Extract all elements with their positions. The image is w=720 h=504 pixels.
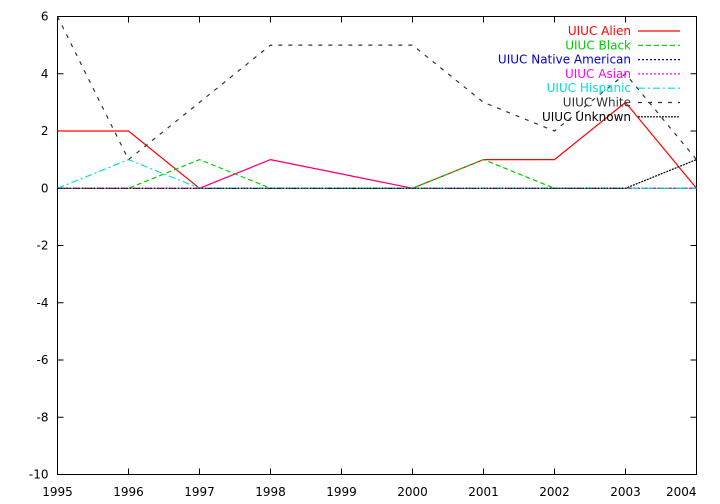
- legend-label-uiuc-hispanic: UIUC Hispanic: [547, 81, 631, 95]
- x-tick-label: 1996: [113, 485, 144, 499]
- legend-label-uiuc-asian: UIUC Asian: [565, 67, 631, 81]
- series-line-uiuc-asian: [57, 158, 697, 189]
- legend-label-uiuc-white: UIUC White: [563, 96, 631, 110]
- x-tick-label: 1997: [184, 485, 215, 499]
- y-tick-label: -4: [37, 296, 49, 310]
- legend-label-uiuc-native-american: UIUC Native American: [498, 53, 631, 67]
- y-tick-label: -6: [37, 353, 49, 367]
- x-tick-label: 2000: [397, 485, 428, 499]
- series-line-uiuc-white: [56, 16, 697, 161]
- series-lines: [56, 16, 697, 189]
- y-tick-label: -2: [37, 239, 49, 253]
- series-line-uiuc-black: [57, 158, 697, 189]
- x-tick-label: 1995: [42, 485, 73, 499]
- legend-label-uiuc-black: UIUC Black: [565, 38, 631, 52]
- legend-label-uiuc-unknown: UIUC Unknown: [542, 110, 631, 124]
- x-tick-label: 1999: [326, 485, 357, 499]
- legend-label-uiuc-alien: UIUC Alien: [568, 24, 631, 38]
- x-tick-label: 2001: [468, 485, 499, 499]
- x-tick-label: 2002: [539, 485, 570, 499]
- x-tick-label: 2004: [666, 485, 697, 499]
- series-line-uiuc-unknown: [57, 159, 697, 189]
- axis-ticks: 1995 1996 1997 1998 1999 2000 2001 2002 2003 2004…: [29, 10, 697, 499]
- x-tick-label: 2003: [610, 485, 641, 499]
- x-tick-label: 1998: [255, 485, 286, 499]
- y-tick-label: 6: [41, 10, 49, 24]
- y-tick-label: 4: [41, 67, 49, 81]
- y-tick-label: -10: [29, 468, 49, 482]
- y-tick-label: 2: [41, 124, 49, 138]
- y-tick-label: 0: [41, 181, 49, 195]
- y-tick-label: -8: [37, 410, 49, 424]
- series-line-uiuc-hispanic: [57, 158, 697, 189]
